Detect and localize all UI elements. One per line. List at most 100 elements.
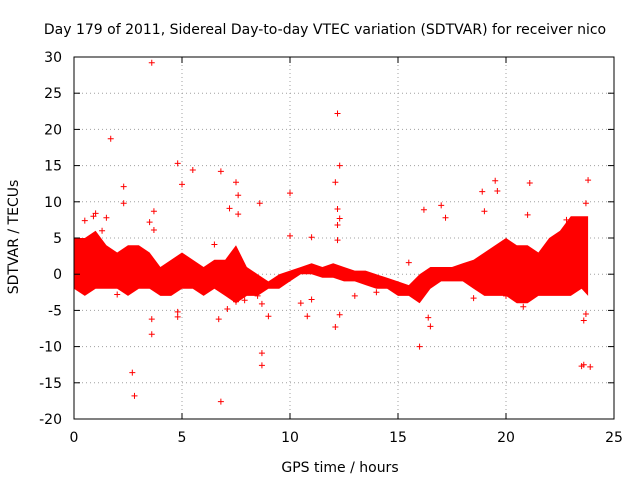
y-tick-label: 15 — [44, 159, 62, 175]
data-point — [287, 232, 293, 239]
dense-band-area — [74, 216, 589, 304]
y-axis-label: SDTVAR / TECUs — [6, 180, 22, 295]
y-tick-label: 10 — [44, 195, 62, 211]
data-point — [494, 187, 501, 194]
data-point — [557, 263, 563, 270]
data-point — [427, 323, 434, 330]
data-point — [526, 179, 533, 186]
y-tick-label: -15 — [39, 376, 62, 392]
data-point — [503, 292, 509, 299]
data-point — [233, 179, 239, 186]
data-point — [107, 135, 114, 142]
data-point — [332, 179, 339, 186]
data-point — [420, 206, 427, 213]
x-axis-label: GPS time / hours — [281, 460, 398, 476]
data-point — [308, 234, 315, 241]
data-point — [258, 362, 265, 369]
y-tick-label: -20 — [39, 412, 62, 428]
data-point — [336, 162, 343, 169]
y-tick-label: 0 — [53, 267, 62, 283]
data-point — [179, 181, 185, 188]
data-point — [148, 316, 155, 323]
data-point — [336, 311, 343, 318]
data-point — [148, 59, 155, 66]
data-point — [334, 237, 341, 244]
data-point — [351, 292, 358, 299]
data-point — [520, 303, 527, 310]
y-tick-label: 20 — [44, 122, 62, 138]
data-point — [131, 392, 138, 399]
data-point — [479, 188, 486, 195]
data-point — [224, 305, 231, 312]
data-point — [442, 214, 449, 221]
x-tick-label: 10 — [281, 430, 299, 446]
data-point — [77, 245, 84, 252]
x-tick-label: 5 — [178, 430, 187, 446]
x-axis-ticks: 0 5 10 15 20 25 — [70, 57, 623, 446]
data-point — [114, 291, 121, 298]
data-point — [174, 160, 181, 167]
data-point — [233, 298, 239, 305]
data-point — [416, 343, 423, 350]
x-tick-label: 25 — [605, 430, 623, 446]
data-point — [217, 168, 224, 175]
data-point — [481, 208, 488, 215]
data-point — [150, 227, 157, 234]
data-point — [585, 177, 592, 184]
data-point — [470, 295, 477, 302]
data-point — [580, 317, 587, 324]
data-point — [235, 192, 242, 199]
data-point — [211, 241, 218, 248]
data-point — [425, 314, 432, 321]
y-tick-label: 30 — [44, 50, 62, 66]
data-point — [215, 316, 222, 323]
data-point — [103, 214, 110, 221]
y-axis-ticks: -20 -15 -10 -5 0 5 10 15 20 25 30 — [39, 50, 614, 428]
data-point — [373, 289, 380, 296]
x-tick-label: 0 — [70, 430, 79, 446]
data-point — [287, 190, 293, 197]
data-point — [587, 363, 594, 370]
data-point — [90, 213, 97, 220]
data-point — [492, 177, 499, 184]
data-point — [582, 311, 589, 318]
data-point — [217, 398, 224, 405]
data-point — [578, 363, 585, 370]
data-point — [334, 221, 341, 228]
y-tick-label: 25 — [44, 86, 62, 102]
data-point — [241, 297, 248, 304]
data-point — [297, 300, 304, 307]
data-point — [148, 331, 155, 338]
data-point — [81, 217, 88, 224]
data-point — [332, 324, 339, 331]
data-point — [334, 206, 341, 213]
data-point — [235, 211, 242, 218]
data-point — [308, 296, 315, 303]
data-point — [226, 205, 233, 212]
x-tick-label: 20 — [497, 430, 515, 446]
data-point — [150, 208, 157, 215]
data-point — [334, 110, 341, 117]
x-tick-label: 15 — [389, 430, 407, 446]
data-point — [438, 202, 445, 209]
data-point — [256, 200, 263, 207]
data-point — [258, 350, 265, 357]
dense-data-band — [74, 216, 589, 304]
data-point — [120, 200, 127, 207]
data-point — [146, 219, 153, 226]
data-point — [304, 313, 311, 320]
chart-title: Day 179 of 2011, Sidereal Day-to-day VTE… — [44, 22, 606, 38]
data-point — [254, 292, 261, 299]
data-point — [336, 215, 343, 222]
data-point — [524, 211, 531, 218]
data-point — [129, 369, 136, 376]
data-point — [405, 259, 412, 266]
y-tick-label: 5 — [53, 231, 62, 247]
data-point — [258, 300, 265, 307]
y-tick-label: -10 — [39, 340, 62, 356]
data-point — [120, 183, 127, 190]
data-point — [265, 313, 272, 320]
data-points — [77, 59, 594, 405]
data-point — [582, 200, 589, 207]
